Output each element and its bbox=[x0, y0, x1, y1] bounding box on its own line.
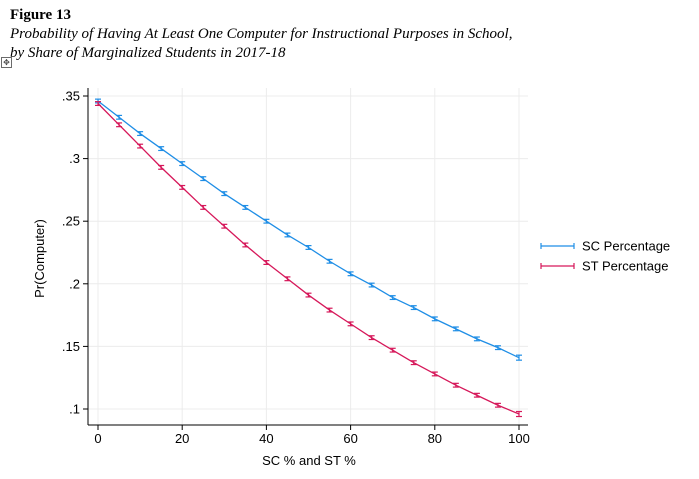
y-tick-label-2: .2 bbox=[69, 276, 80, 291]
x-tick-label-5: 100 bbox=[508, 431, 530, 446]
series-0-point-5 bbox=[200, 176, 207, 182]
series-1-point-14 bbox=[389, 347, 396, 353]
series-1-point-0 bbox=[95, 101, 101, 106]
series-1-point-19 bbox=[494, 402, 501, 408]
series-1-point-7 bbox=[242, 242, 249, 248]
series-1-point-13 bbox=[368, 335, 375, 341]
series-1-point-1 bbox=[116, 122, 123, 128]
series-1-point-6 bbox=[221, 223, 228, 229]
legend: SC Percentage ST Percentage bbox=[540, 239, 670, 274]
series-1-point-5 bbox=[200, 204, 207, 210]
move-handle-icon[interactable]: ✥ bbox=[1, 57, 12, 68]
series-0-point-10 bbox=[305, 245, 312, 250]
y-tick-label-3: .25 bbox=[62, 214, 80, 229]
figure-label: Figure 13 bbox=[10, 7, 71, 23]
series-1-point-15 bbox=[410, 360, 417, 366]
y-tick-label-4: .3 bbox=[69, 151, 80, 166]
x-tick-label-0: 0 bbox=[94, 431, 101, 446]
series-1-point-3 bbox=[158, 164, 165, 170]
series-0-point-13 bbox=[368, 282, 375, 288]
series-1-point-18 bbox=[473, 392, 480, 398]
series-0-point-8 bbox=[263, 218, 270, 224]
x-tick-label-2: 40 bbox=[259, 431, 273, 446]
series-1-point-20 bbox=[516, 410, 522, 418]
series-0-point-11 bbox=[326, 258, 333, 264]
y-tick-label-0: .1 bbox=[69, 402, 80, 417]
series-0-point-12 bbox=[347, 271, 354, 277]
series-1-point-8 bbox=[263, 260, 270, 265]
legend-label-1: ST Percentage bbox=[582, 259, 668, 274]
legend-label-0: SC Percentage bbox=[582, 239, 670, 254]
figure-caption-line2: by Share of Marginalized Students in 201… bbox=[10, 45, 286, 61]
legend-entry-1: ST Percentage bbox=[540, 259, 668, 274]
series-0-point-4 bbox=[179, 161, 186, 167]
grid-lines bbox=[88, 88, 528, 425]
x-tick-label-1: 20 bbox=[175, 431, 189, 446]
series-1-point-12 bbox=[347, 321, 354, 327]
y-axis-title: Pr(Computer) bbox=[32, 219, 47, 298]
series-0-point-17 bbox=[452, 326, 459, 332]
series-1-point-10 bbox=[305, 292, 312, 298]
series-1-point-2 bbox=[137, 143, 144, 149]
series-0-point-18 bbox=[473, 336, 480, 342]
series-0-point-7 bbox=[242, 204, 249, 210]
x-axis-title: SC % and ST % bbox=[262, 453, 356, 468]
series-0-point-19 bbox=[494, 345, 501, 351]
series-1-point-9 bbox=[284, 276, 291, 282]
series-0-point-9 bbox=[284, 232, 291, 238]
series bbox=[95, 98, 522, 418]
series-0-point-14 bbox=[389, 295, 396, 301]
series-0-point-20 bbox=[516, 354, 522, 361]
figure-caption-line1: Probability of Having At Least One Compu… bbox=[10, 26, 513, 42]
series-0-point-15 bbox=[410, 305, 417, 311]
x-tick-label-4: 80 bbox=[428, 431, 442, 446]
y-tick-label-5: .35 bbox=[62, 89, 80, 104]
figure-header: Figure 13 Probability of Having At Least… bbox=[10, 6, 690, 63]
axes: .1 .15 .2 .25 .3 .35 0 20 40 60 80 100 bbox=[62, 88, 530, 446]
series-0-point-1 bbox=[116, 114, 123, 120]
series-0-point-2 bbox=[137, 131, 144, 137]
y-tick-label-1: .15 bbox=[62, 339, 80, 354]
series-0-point-3 bbox=[158, 146, 165, 152]
legend-entry-0: SC Percentage bbox=[540, 239, 670, 254]
series-1-point-16 bbox=[431, 371, 438, 377]
series-1-point-11 bbox=[326, 307, 333, 313]
series-0-point-16 bbox=[431, 316, 438, 322]
series-1-point-17 bbox=[452, 382, 459, 388]
series-line-0 bbox=[97, 100, 520, 359]
x-tick-label-3: 60 bbox=[343, 431, 357, 446]
series-1-point-4 bbox=[179, 184, 186, 190]
series-0-point-6 bbox=[221, 191, 228, 197]
